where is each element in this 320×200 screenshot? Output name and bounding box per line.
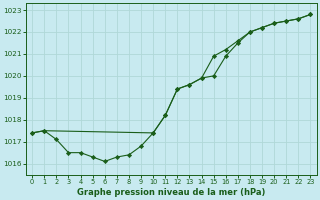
X-axis label: Graphe pression niveau de la mer (hPa): Graphe pression niveau de la mer (hPa) (77, 188, 266, 197)
